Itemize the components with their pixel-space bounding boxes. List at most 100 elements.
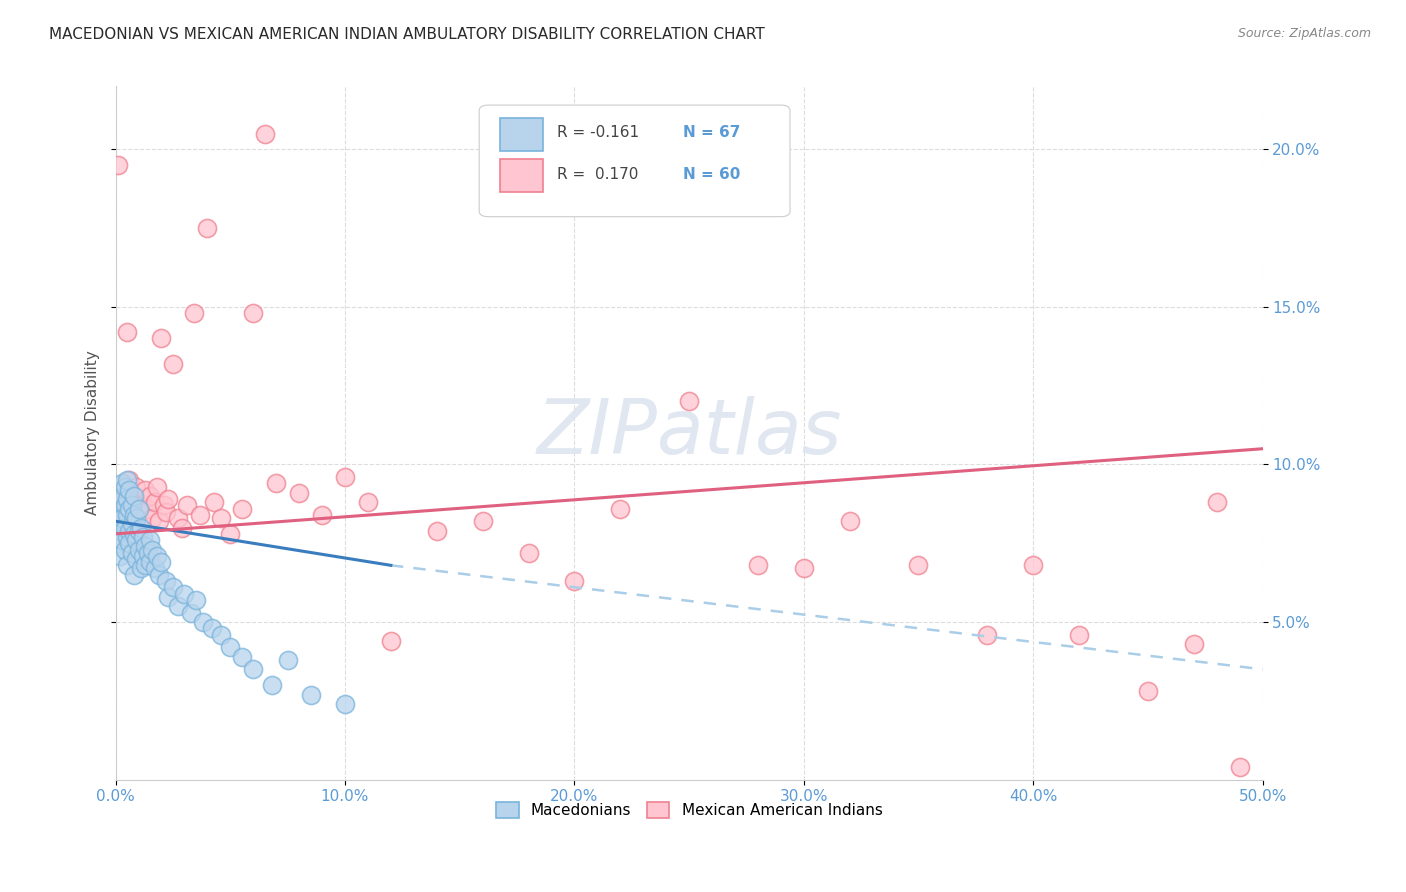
Point xyxy=(108,505,131,519)
Point xyxy=(150,555,173,569)
Point xyxy=(115,508,138,522)
Point xyxy=(380,634,402,648)
Point xyxy=(118,483,141,497)
Point xyxy=(157,590,180,604)
Point xyxy=(122,492,145,507)
Text: N = 60: N = 60 xyxy=(683,167,741,182)
Point xyxy=(333,697,356,711)
Text: R =  0.170: R = 0.170 xyxy=(557,167,638,182)
Point xyxy=(146,549,169,563)
Point xyxy=(139,533,162,548)
Point xyxy=(260,678,283,692)
Point xyxy=(838,514,860,528)
Point xyxy=(118,524,141,538)
Point xyxy=(125,533,148,548)
Point xyxy=(114,520,136,534)
Point xyxy=(128,542,150,557)
Point xyxy=(107,514,129,528)
Point xyxy=(125,552,148,566)
Point xyxy=(264,476,287,491)
Point xyxy=(111,533,134,548)
Point xyxy=(121,546,143,560)
Point xyxy=(219,640,242,655)
Point xyxy=(195,221,218,235)
Point xyxy=(152,499,174,513)
Point xyxy=(118,473,141,487)
Point xyxy=(114,542,136,557)
Point xyxy=(118,536,141,550)
Point xyxy=(209,627,232,641)
Point xyxy=(172,520,194,534)
Point xyxy=(219,526,242,541)
Point xyxy=(139,555,162,569)
Point xyxy=(134,558,156,573)
Point xyxy=(132,530,155,544)
Point xyxy=(136,546,159,560)
Point xyxy=(793,561,815,575)
Point xyxy=(1182,637,1205,651)
Point xyxy=(118,501,141,516)
Point xyxy=(148,567,170,582)
Point xyxy=(108,524,131,538)
Point xyxy=(202,495,225,509)
Point xyxy=(128,501,150,516)
Point xyxy=(128,524,150,538)
Point xyxy=(146,479,169,493)
Text: Source: ZipAtlas.com: Source: ZipAtlas.com xyxy=(1237,27,1371,40)
Point xyxy=(129,561,152,575)
Point xyxy=(1136,684,1159,698)
Point xyxy=(115,492,138,507)
Point xyxy=(114,486,136,500)
FancyBboxPatch shape xyxy=(479,105,790,217)
Point xyxy=(176,499,198,513)
Point xyxy=(201,621,224,635)
Text: N = 67: N = 67 xyxy=(683,125,741,140)
Point xyxy=(173,587,195,601)
Legend: Macedonians, Mexican American Indians: Macedonians, Mexican American Indians xyxy=(489,796,889,824)
Point xyxy=(136,501,159,516)
Text: ZIPatlas: ZIPatlas xyxy=(537,396,842,470)
Point xyxy=(190,508,212,522)
Point xyxy=(114,499,136,513)
Point xyxy=(517,546,540,560)
Point xyxy=(141,542,163,557)
Point xyxy=(609,501,631,516)
Point xyxy=(183,306,205,320)
Point xyxy=(907,558,929,573)
Point xyxy=(1067,627,1090,641)
Y-axis label: Ambulatory Disability: Ambulatory Disability xyxy=(86,351,100,516)
Point xyxy=(122,489,145,503)
Point xyxy=(132,549,155,563)
Point xyxy=(115,473,138,487)
Point xyxy=(1205,495,1227,509)
Point xyxy=(471,514,494,528)
Point xyxy=(122,526,145,541)
Point xyxy=(678,394,700,409)
Point xyxy=(162,357,184,371)
Point xyxy=(231,649,253,664)
Point xyxy=(1229,760,1251,774)
Text: R = -0.161: R = -0.161 xyxy=(557,125,640,140)
Point xyxy=(129,520,152,534)
Point xyxy=(231,501,253,516)
Point xyxy=(157,492,180,507)
Bar xyxy=(499,159,543,193)
Point xyxy=(299,688,322,702)
Point xyxy=(311,508,333,522)
Point xyxy=(357,495,380,509)
Point xyxy=(107,158,129,172)
Point xyxy=(107,536,129,550)
Point xyxy=(150,331,173,345)
Point xyxy=(139,489,162,503)
Point xyxy=(180,606,202,620)
Point xyxy=(141,511,163,525)
Point xyxy=(114,479,136,493)
Point xyxy=(115,530,138,544)
Point xyxy=(333,470,356,484)
Text: MACEDONIAN VS MEXICAN AMERICAN INDIAN AMBULATORY DISABILITY CORRELATION CHART: MACEDONIAN VS MEXICAN AMERICAN INDIAN AM… xyxy=(49,27,765,42)
Point xyxy=(564,574,586,588)
Point xyxy=(129,514,152,528)
Point xyxy=(108,495,131,509)
Point xyxy=(134,540,156,554)
Point xyxy=(747,558,769,573)
